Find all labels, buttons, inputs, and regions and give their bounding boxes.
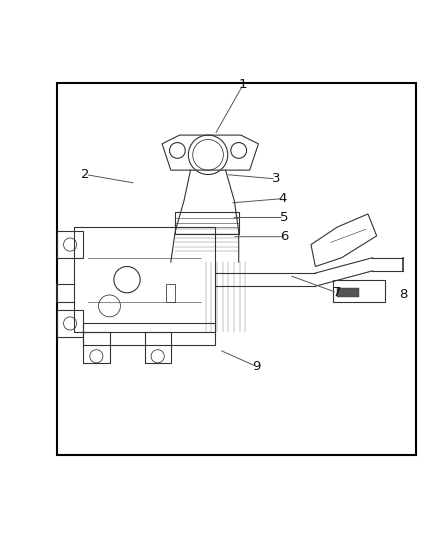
Bar <box>57 231 83 258</box>
Bar <box>57 83 416 455</box>
Text: 2: 2 <box>81 168 90 181</box>
Text: 4: 4 <box>278 192 287 205</box>
Text: 7: 7 <box>333 286 342 300</box>
Text: 6: 6 <box>280 230 289 243</box>
Text: 8: 8 <box>399 288 407 302</box>
Bar <box>83 332 110 363</box>
Bar <box>83 324 215 345</box>
Polygon shape <box>337 288 359 297</box>
Bar <box>166 284 175 302</box>
Text: 9: 9 <box>252 360 261 373</box>
Text: 3: 3 <box>272 172 280 185</box>
Text: 1: 1 <box>239 78 247 91</box>
Bar <box>145 332 171 363</box>
Bar <box>175 212 239 233</box>
Bar <box>57 310 83 336</box>
Text: 5: 5 <box>279 211 288 224</box>
